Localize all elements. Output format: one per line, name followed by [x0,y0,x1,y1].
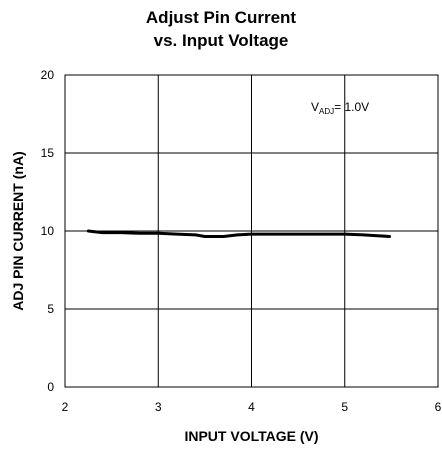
x-tick-label: 2 [62,400,69,414]
x-tick-label: 5 [341,400,348,414]
annotation-main: V [311,100,320,114]
y-tick-label: 10 [41,224,55,238]
x-axis-label: INPUT VOLTAGE (V) [184,428,319,444]
annotation-subscript: ADJ [319,107,335,116]
y-tick-label: 15 [41,146,55,160]
y-tick-label: 20 [41,68,55,82]
annotation-rest: = 1.0V [334,100,370,114]
vadj-annotation: VADJ= 1.0V [311,100,369,116]
chart-title-line-2: vs. Input Voltage [153,31,289,50]
series-line [86,229,391,238]
x-tick-label: 6 [435,400,442,414]
x-tick-label: 4 [248,400,255,414]
chart-title-line-1: Adjust Pin Current [145,8,297,27]
y-axis-label: ADJ PIN CURRENT (nA) [10,151,26,311]
y-tick-label: 5 [47,302,54,316]
x-tick-label: 3 [155,400,162,414]
y-tick-label: 0 [47,380,54,394]
chart-title: Adjust Pin Current vs. Input Voltage [0,6,442,52]
